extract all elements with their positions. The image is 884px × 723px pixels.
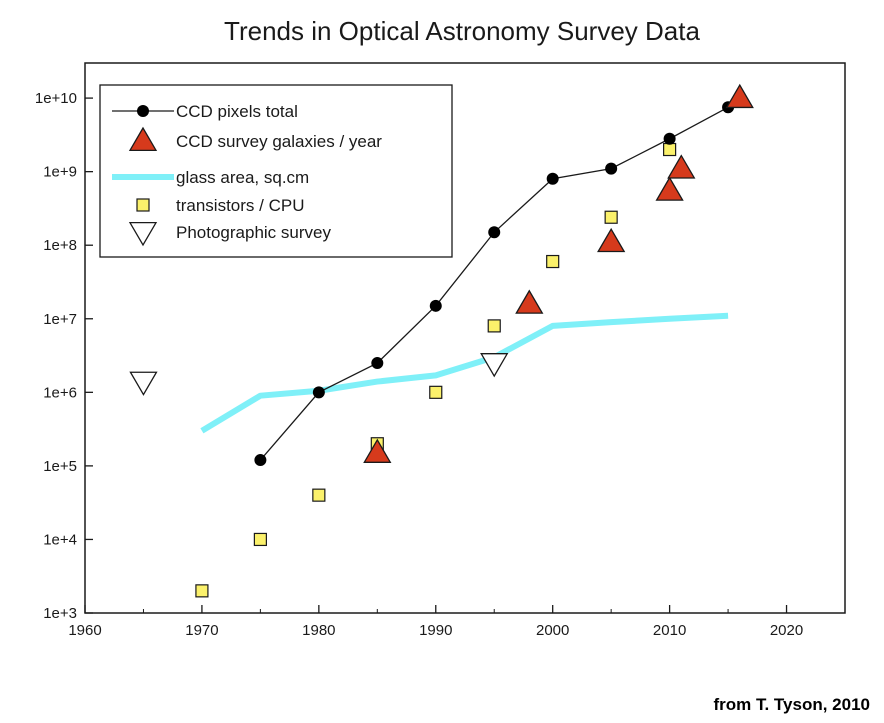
point-ccd-galaxies [363,438,392,463]
point-ccd-pixels [254,454,267,467]
legend-marker-1 [128,126,158,152]
point-ccd-pixels [546,172,559,185]
point-transistors [663,142,677,157]
x-tick-label: 1960 [68,622,101,639]
y-tick-label: 1e+6 [43,384,77,401]
chart-title: Trends in Optical Astronomy Survey Data [224,16,700,46]
legend-marker-4 [128,221,158,247]
point-ccd-pixels [605,162,618,175]
legend-label: transistors / CPU [176,196,304,215]
series-line-glass-area [200,312,729,434]
y-tick-label: 1e+4 [43,531,77,548]
source-credit: from T. Tyson, 2010 [713,695,870,714]
y-tick-label: 1e+8 [43,237,77,254]
x-tick-label: 2010 [653,622,686,639]
x-tick-label: 1990 [419,622,452,639]
point-transistors [312,488,326,502]
point-ccd-galaxies [655,176,684,201]
point-photographic-survey [129,371,158,396]
legend-marker-ccd-pixels [137,105,149,117]
legend: CCD pixels total CCD survey galaxies / ye… [99,84,453,258]
x-tick-label: 1980 [302,622,335,639]
point-transistors [253,532,267,547]
x-tick-label: 2020 [770,622,803,639]
point-ccd-pixels [429,299,442,312]
point-transistors [604,210,618,224]
point-ccd-galaxies [597,227,626,253]
point-ccd-galaxies [667,154,696,179]
point-ccd-galaxies [725,83,754,109]
plot-area: 1960 1970 1980 1990 2000 2010 2020 1e+3 1e+4 1e+5… [35,62,846,639]
point-transistors [195,584,209,598]
plot-frame [84,62,846,614]
point-ccd-pixels [488,226,501,239]
y-tick-label: 1e+7 [43,311,77,328]
point-ccd-pixels [371,357,384,370]
legend-label: CCD survey galaxies / year [176,132,382,151]
point-transistors [546,254,560,269]
y-tick-label: 1e+9 [43,164,77,181]
point-ccd-galaxies [515,289,544,314]
y-tick-label: 1e+5 [43,458,77,475]
legend-label: Photographic survey [176,223,331,242]
legend-label: CCD pixels total [176,102,298,121]
legend-marker-3 [136,198,150,212]
point-photographic-survey [480,353,509,378]
point-transistors [429,385,443,399]
y-tick-label: 1e+3 [43,605,77,622]
point-ccd-pixels [312,386,325,399]
legend-label: glass area, sq.cm [176,168,309,187]
x-tick-label: 1970 [185,622,218,639]
legend-box [99,84,453,258]
x-tick-label: 2000 [536,622,569,639]
point-transistors [487,319,501,333]
y-tick-label: 1e+10 [35,90,77,107]
point-ccd-pixels [663,132,676,145]
